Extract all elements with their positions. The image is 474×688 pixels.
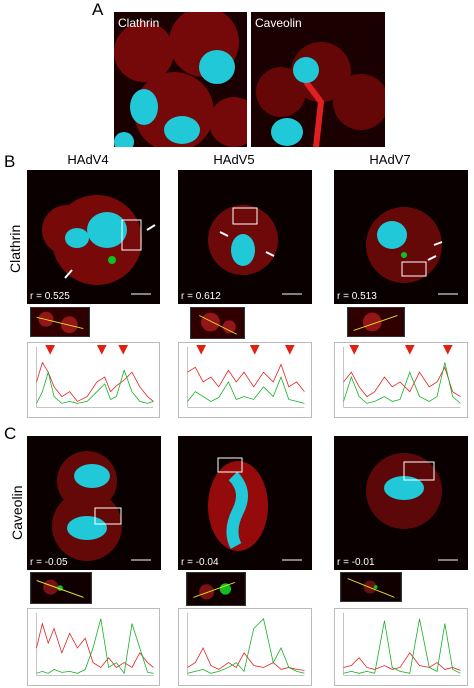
row-label-caveolin: Caveolin [9,485,25,540]
micrograph-svg [27,436,161,570]
micrograph-svg [178,170,312,304]
micrograph-svg [27,170,160,304]
plot-svg [187,612,305,676]
panel-letter-a: A [92,0,104,19]
correlation-clathrin-hadv7: r = 0.513 [337,291,377,302]
zoom-caveolin-hadv5 [186,572,246,606]
zoom-svg [342,573,400,601]
profile-plot-caveolin-hadv5 [178,608,312,686]
micrograph-svg [334,170,468,304]
micrograph-clathrin-a: Clathrin [114,12,247,147]
column-header-hadv7: HAdV7 [369,152,411,167]
correlation-caveolin-hadv7: r = -0.01 [337,557,375,568]
plot-svg [343,612,461,676]
correlation-caveolin-hadv4: r = -0.05 [30,557,68,568]
profile-plot-caveolin-hadv7 [334,608,468,686]
panel-letter-b: B [4,152,16,171]
zoom-svg [348,308,404,336]
label-caveolin-a: Caveolin [255,16,302,30]
correlation-clathrin-hadv4: r = 0.525 [30,291,70,302]
micrograph-caveolin-hadv5: r = -0.04 [178,436,312,570]
zoom-svg [32,308,88,336]
micrograph-svg [251,12,385,147]
plot-svg [36,344,154,408]
panel-letter-c: C [4,424,17,443]
zoom-svg [31,573,91,603]
zoom-clathrin-hadv5 [190,307,245,339]
plot-svg [343,344,461,408]
zoom-caveolin-hadv7 [340,572,402,602]
profile-plot-clathrin-hadv7 [334,342,468,418]
micrograph-caveolin-hadv4: r = -0.05 [27,436,161,570]
label-clathrin-a: Clathrin [118,16,160,30]
micrograph-caveolin-a: Caveolin [251,12,385,147]
zoom-clathrin-hadv7 [347,307,405,337]
correlation-clathrin-hadv5: r = 0.612 [181,291,221,302]
plot-svg [36,612,154,676]
micrograph-clathrin-hadv4: r = 0.525 [27,170,160,304]
zoom-svg [191,308,244,338]
micrograph-svg [334,436,468,570]
row-label-clathrin: Clathrin [7,224,23,273]
profile-plot-clathrin-hadv5 [178,342,312,418]
zoom-svg [187,573,245,605]
plot-svg [187,344,305,408]
column-header-hadv5: HAdV5 [213,152,255,167]
zoom-clathrin-hadv4 [30,307,90,337]
micrograph-clathrin-hadv5: r = 0.612 [178,170,312,304]
column-header-hadv4: HAdV4 [67,152,109,167]
zoom-caveolin-hadv4 [30,572,92,604]
micrograph-svg [178,436,312,570]
micrograph-caveolin-hadv7: r = -0.01 [334,436,468,570]
correlation-caveolin-hadv5: r = -0.04 [181,557,219,568]
profile-plot-clathrin-hadv4 [27,342,160,418]
micrograph-svg [114,12,247,147]
profile-plot-caveolin-hadv4 [27,608,160,686]
micrograph-clathrin-hadv7: r = 0.513 [334,170,468,304]
